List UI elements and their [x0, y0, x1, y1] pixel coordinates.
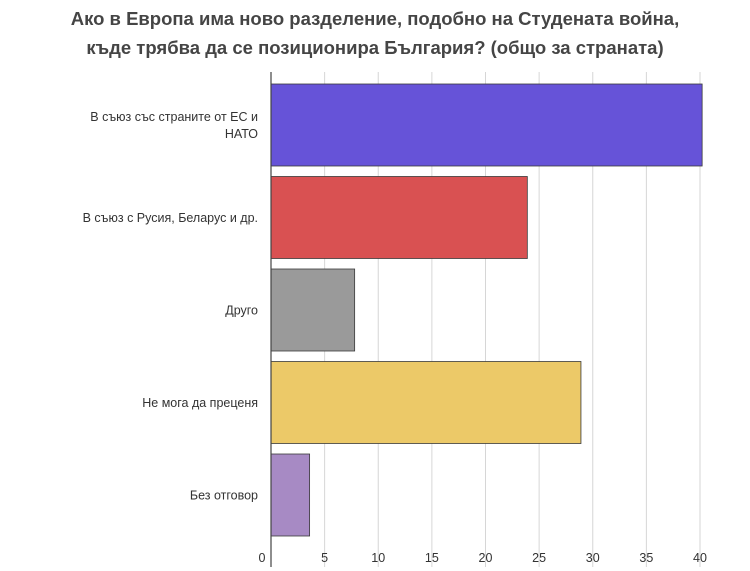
- x-tick-label: 25: [532, 551, 546, 565]
- category-label: НАТО: [225, 127, 258, 141]
- bar: [270, 453, 311, 537]
- bar: [270, 176, 528, 259]
- x-tick-label: 40: [693, 551, 707, 565]
- x-tick-label: 30: [586, 551, 600, 565]
- bar: [270, 361, 582, 444]
- chart-title: Ако в Европа има ново разделение, подобн…: [0, 0, 750, 62]
- chart-title-line-2: къде трябва да се позиционира България? …: [86, 37, 664, 58]
- category-label: В съюз с Русия, Беларус и др.: [83, 211, 258, 225]
- x-tick-label: 20: [479, 551, 493, 565]
- bar: [270, 83, 703, 167]
- x-tick-label: 15: [425, 551, 439, 565]
- category-label: Без отговор: [190, 489, 258, 503]
- x-tick-label: 35: [639, 551, 653, 565]
- category-label: Друго: [225, 304, 258, 318]
- x-tick-label: 5: [321, 551, 328, 565]
- category-label: В съюз със страните от ЕС и: [90, 110, 258, 124]
- chart-title-line-1: Ако в Европа има ново разделение, подобн…: [70, 8, 680, 29]
- x-tick-label: 10: [371, 551, 385, 565]
- x-tick-label: 0: [259, 551, 266, 565]
- bar: [270, 268, 356, 352]
- category-label: Не мога да преценя: [142, 396, 258, 410]
